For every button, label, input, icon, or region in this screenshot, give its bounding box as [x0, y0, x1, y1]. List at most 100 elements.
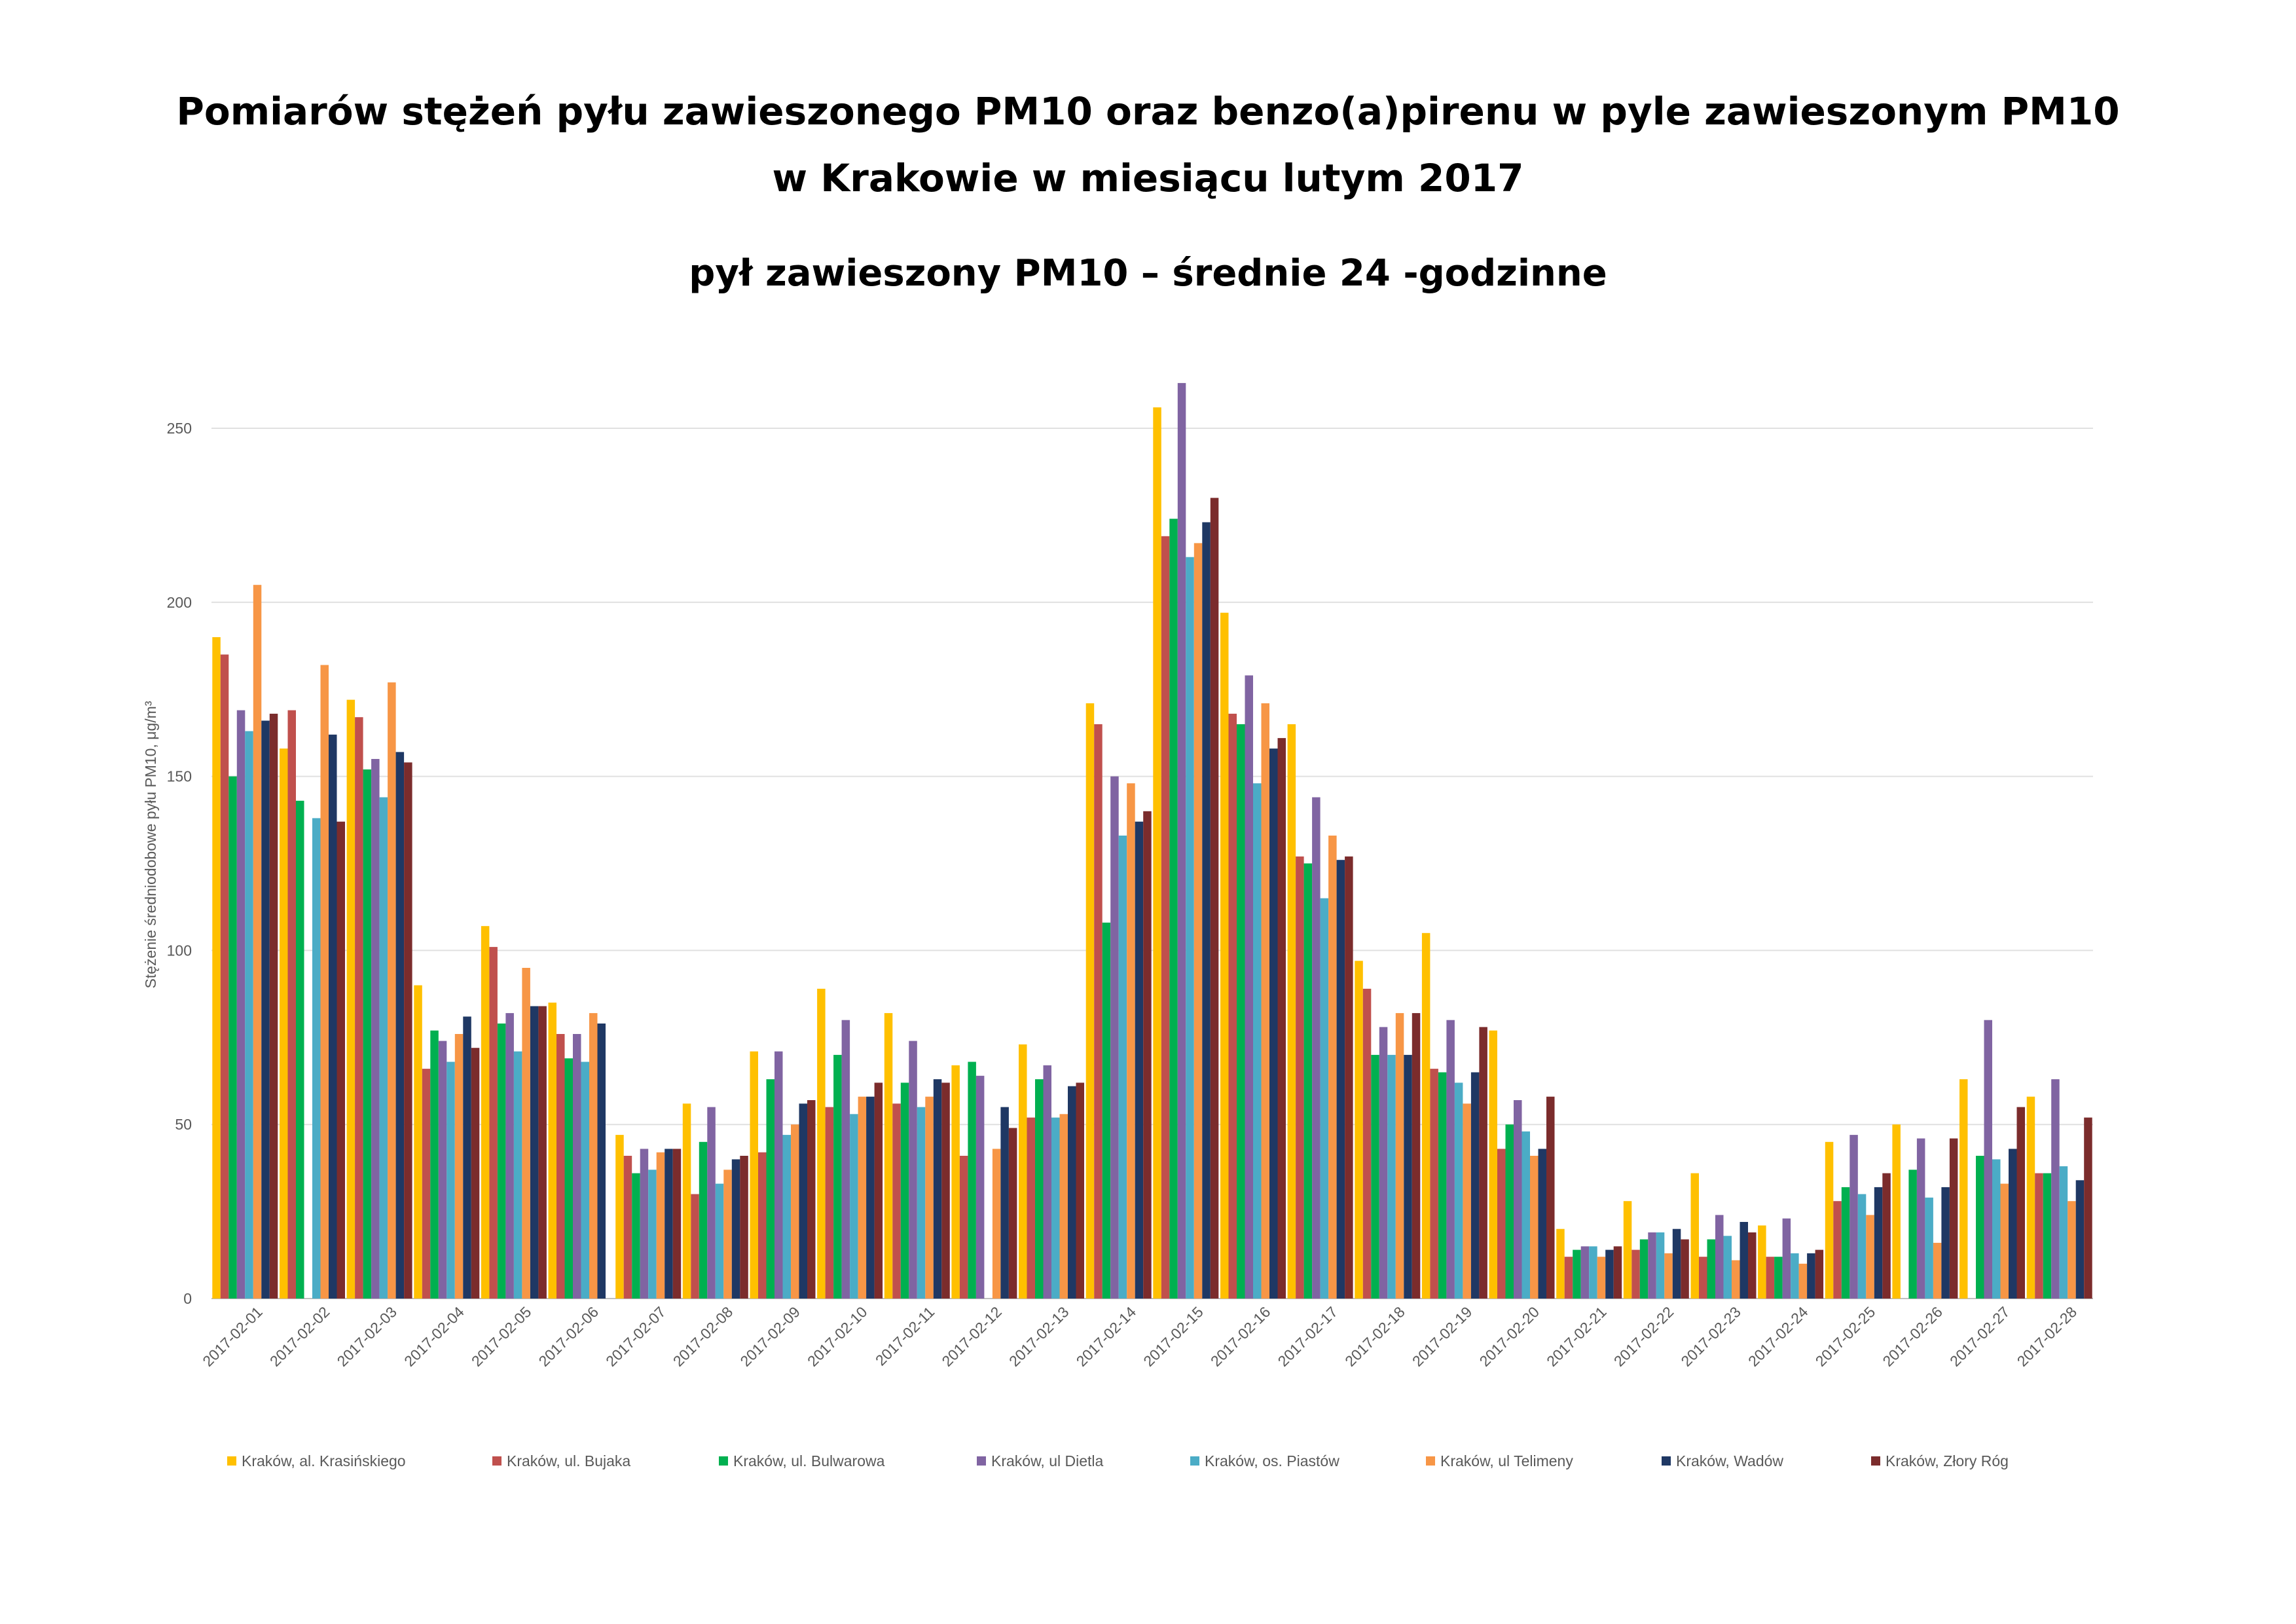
bar [212, 637, 221, 1299]
legend-swatch [227, 1456, 236, 1466]
bar [1237, 724, 1245, 1299]
bar [1623, 1201, 1632, 1299]
bar [1387, 1054, 1396, 1299]
bar [1085, 703, 1095, 1299]
bar [573, 1034, 581, 1299]
bar [388, 682, 396, 1299]
y-tick-label: 250 [167, 420, 192, 437]
x-tick-label: 2017-02-06 [535, 1303, 602, 1370]
bar [1766, 1257, 1775, 1299]
bar [2000, 1183, 2009, 1299]
legend-label: Kraków, Złory Róg [1886, 1452, 2009, 1469]
bar [404, 762, 412, 1299]
bar [1564, 1257, 1573, 1299]
bar [1470, 1072, 1480, 1299]
bar [522, 968, 530, 1299]
bar [1287, 724, 1296, 1299]
bar [438, 1041, 447, 1299]
bar [556, 1034, 565, 1299]
bar [1892, 1124, 1901, 1299]
bar [548, 1003, 556, 1299]
bar [355, 717, 363, 1299]
bar [866, 1096, 875, 1299]
bar [1707, 1239, 1715, 1299]
bar [1328, 836, 1337, 1299]
bar [2068, 1201, 2076, 1299]
bar [825, 1107, 834, 1299]
bar [791, 1124, 799, 1299]
bar [463, 1016, 471, 1299]
bar [1269, 748, 1278, 1299]
legend-label: Kraków, ul Telimeny [1440, 1452, 1573, 1469]
bar [1798, 1263, 1808, 1299]
bar [1438, 1072, 1447, 1299]
bar [1505, 1124, 1514, 1299]
bar [2026, 1096, 2035, 1299]
bar [615, 1135, 624, 1299]
bar [1984, 1020, 1992, 1299]
bar [1261, 703, 1269, 1299]
bar [564, 1058, 573, 1299]
bar [2075, 1180, 2085, 1299]
bar [833, 1054, 842, 1299]
bar [1656, 1232, 1665, 1299]
bar [1303, 863, 1313, 1299]
bar [782, 1135, 791, 1299]
bar [346, 699, 355, 1299]
bar [715, 1183, 724, 1299]
bar [1220, 612, 1229, 1299]
legend-item: Kraków, ul. Bulwarowa [719, 1452, 885, 1469]
bar [538, 1006, 547, 1299]
bar [632, 1173, 640, 1299]
bar [1379, 1027, 1388, 1299]
bar [707, 1107, 716, 1299]
bar [2084, 1117, 2092, 1299]
x-tick-label: 2017-02-03 [334, 1303, 401, 1370]
bar [1153, 407, 1161, 1299]
bar [269, 713, 278, 1299]
bar [1143, 811, 1152, 1299]
bar [817, 988, 826, 1299]
bar [430, 1030, 439, 1299]
bar [758, 1152, 767, 1299]
bar [959, 1156, 968, 1299]
bar [1463, 1103, 1471, 1299]
legend-item: Kraków, ul. Bujaka [492, 1452, 630, 1469]
bar [1051, 1117, 1060, 1299]
bar [1245, 675, 1253, 1299]
legend-item: Kraków, Złory Róg [1871, 1452, 2009, 1469]
bar [1639, 1239, 1649, 1299]
bar [1514, 1100, 1522, 1299]
bar [1546, 1096, 1555, 1299]
bar [2043, 1173, 2052, 1299]
x-tick-label: 2017-02-09 [737, 1303, 803, 1370]
bar [665, 1149, 673, 1299]
bar [1194, 543, 1203, 1299]
x-tick-label: 2017-02-02 [266, 1303, 333, 1370]
bar [1631, 1249, 1640, 1299]
bar [1412, 1013, 1421, 1299]
bar [1959, 1079, 1968, 1299]
bar [1850, 1135, 1858, 1299]
bar [1489, 1030, 1497, 1299]
bar [1479, 1027, 1487, 1299]
legend-swatch [1426, 1456, 1435, 1466]
bar [2059, 1166, 2068, 1299]
bar [1430, 1069, 1438, 1299]
bar [1000, 1107, 1009, 1299]
bar [807, 1100, 816, 1299]
bar [395, 752, 405, 1299]
bar [1210, 498, 1219, 1299]
bar [1715, 1215, 1724, 1299]
x-tick-label: 2017-02-04 [401, 1303, 467, 1370]
bar [1076, 1082, 1084, 1299]
bar [1992, 1159, 2001, 1299]
bar [1404, 1054, 1412, 1299]
bar [1538, 1149, 1546, 1299]
bar [481, 926, 490, 1299]
bar [933, 1079, 942, 1299]
bar [1008, 1128, 1017, 1299]
x-tick-label: 2017-02-28 [2014, 1303, 2081, 1370]
bar [422, 1069, 431, 1299]
x-tick-label: 2017-02-22 [1611, 1303, 1677, 1370]
